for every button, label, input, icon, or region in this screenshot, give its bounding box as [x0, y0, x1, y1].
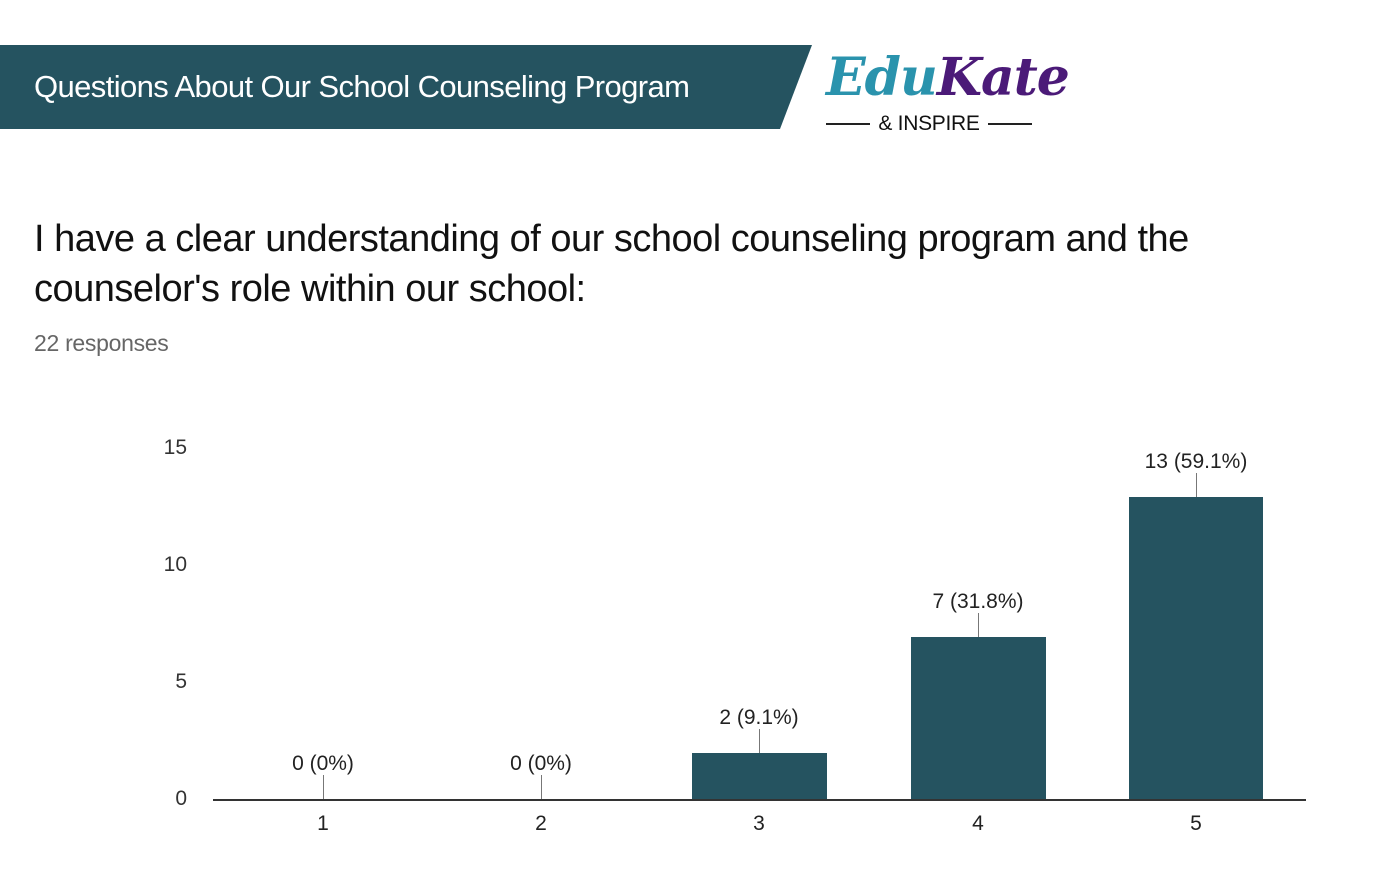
bar-5: [1129, 497, 1263, 800]
leader-line-3: [759, 729, 760, 753]
y-tick-15: 15: [163, 436, 187, 459]
data-label-4: 7 (31.8%): [932, 590, 1024, 613]
y-tick-10: 10: [163, 553, 187, 576]
edukate-logo: EduKate & INSPIRE: [826, 46, 1070, 142]
question-title: I have a clear understanding of our scho…: [34, 218, 1189, 310]
response-count: 22 responses: [34, 330, 169, 356]
logo-tagline-row: & INSPIRE: [826, 112, 1033, 136]
logo-divider-left: [826, 123, 871, 125]
x-tick-2: 2: [535, 812, 547, 835]
x-axis-baseline: [213, 799, 1306, 801]
data-label-2: 0 (0%): [510, 752, 572, 775]
logo-divider-right: [987, 123, 1033, 125]
x-tick-5: 5: [1190, 812, 1202, 835]
data-label-3: 2 (9.1%): [719, 706, 799, 729]
leader-line-4: [978, 613, 979, 637]
logo-wordmark: EduKate: [826, 46, 1070, 110]
leader-line-1: [323, 775, 324, 800]
bar-4: [911, 637, 1046, 800]
data-label-1: 0 (0%): [292, 752, 354, 775]
data-label-5: 13 (59.1%): [1144, 450, 1248, 473]
y-tick-0: 0: [175, 787, 187, 810]
leader-line-5: [1196, 473, 1197, 497]
bar-3: [692, 753, 827, 800]
header-banner: Questions About Our School Counseling Pr…: [0, 45, 812, 129]
page-title: Questions About Our School Counseling Pr…: [34, 69, 690, 104]
x-tick-3: 3: [753, 812, 765, 835]
x-tick-1: 1: [317, 812, 329, 835]
x-tick-4: 4: [972, 812, 984, 835]
banner-shape: [0, 45, 812, 129]
logo-edu: Edu: [826, 47, 938, 108]
leader-line-2: [541, 775, 542, 800]
logo-kate: Kate: [936, 47, 1070, 108]
logo-tagline: & INSPIRE: [878, 112, 980, 135]
y-tick-5: 5: [175, 670, 187, 693]
